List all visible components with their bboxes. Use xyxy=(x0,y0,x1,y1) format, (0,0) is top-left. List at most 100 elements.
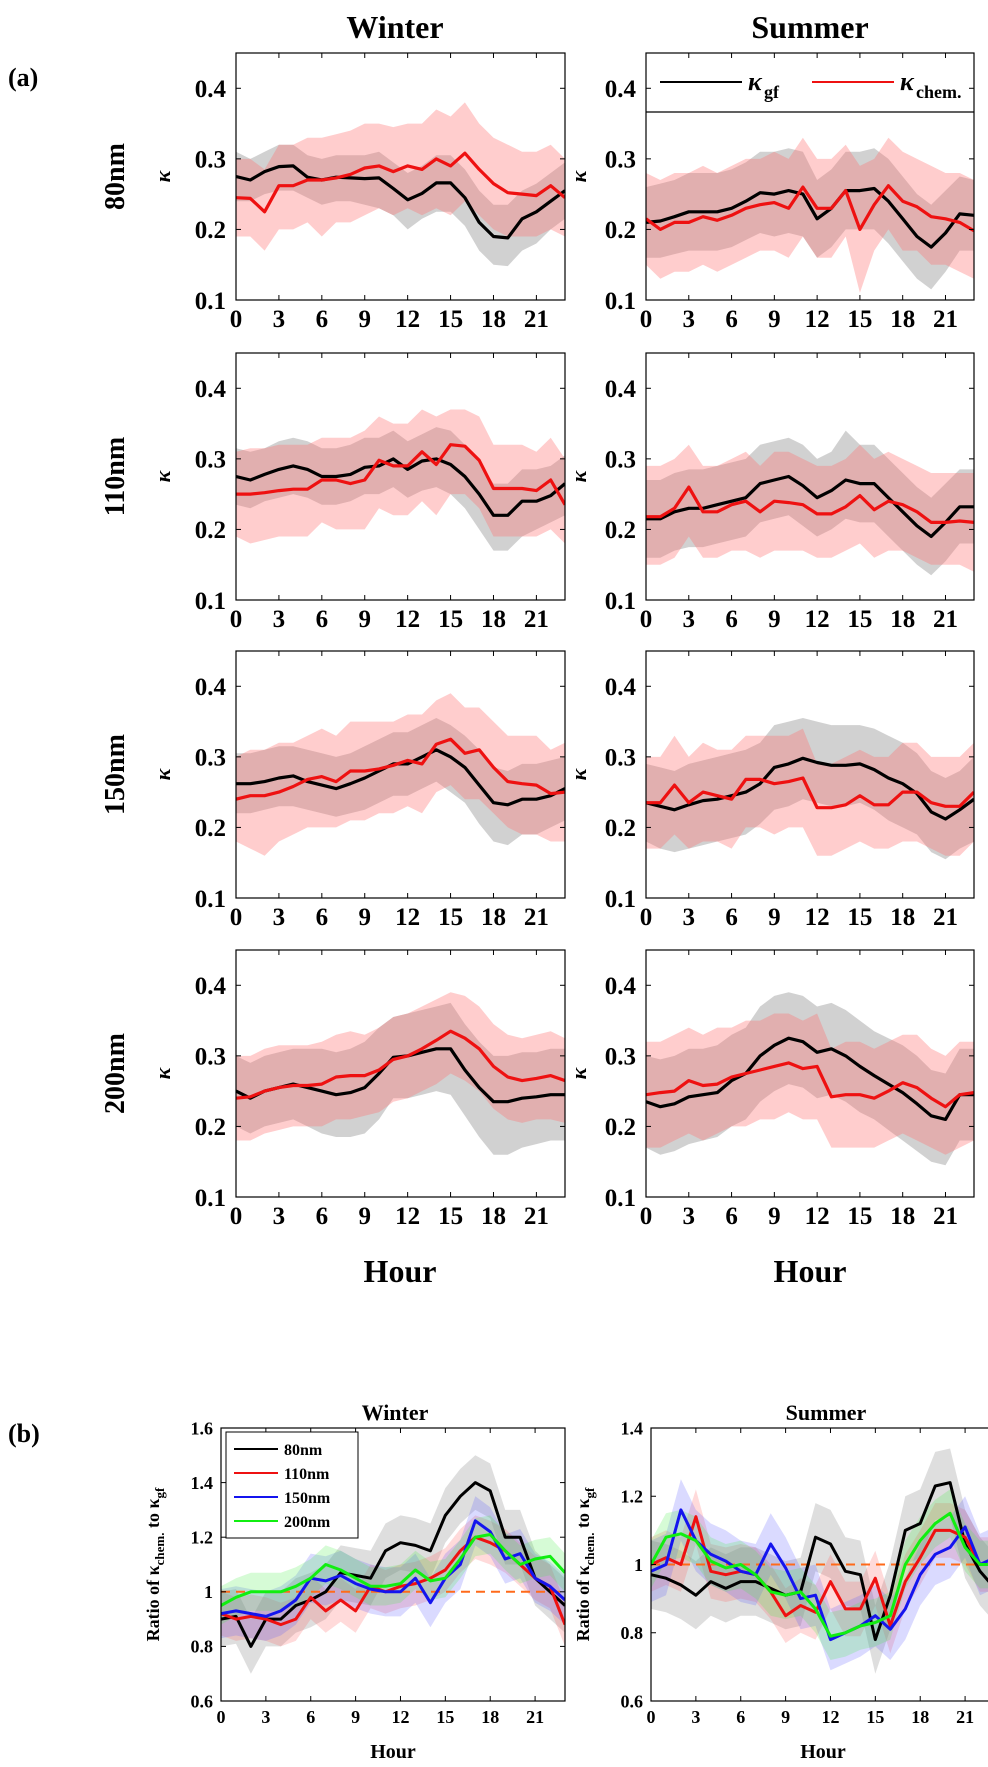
y-tick-label-a-summer-150nm: 0.2 xyxy=(605,815,636,842)
row-label-150nm: 150nm xyxy=(100,734,131,815)
b-ylabel-part-0: Ratio of κ xyxy=(573,1565,593,1641)
band-a-winter-110nm-s1 xyxy=(236,409,565,544)
x-tick-label-b-summer: 0 xyxy=(647,1707,656,1727)
line-a-winter-200nm-s1 xyxy=(236,1029,565,1100)
x-tick-label-a-winter-80nm: 6 xyxy=(316,306,329,333)
plot-a-summer-150nm xyxy=(646,718,974,860)
x-tick-label-a-winter-110nm: 6 xyxy=(316,606,329,633)
legend-a-sub-0: gf xyxy=(764,82,780,102)
axes-frame-a-summer-110nm xyxy=(645,352,975,601)
line-a-summer-150nm-s0 xyxy=(646,756,974,821)
y-tick-label-a-summer-150nm: 0.1 xyxy=(605,886,636,913)
x-tick-label-b-summer: 15 xyxy=(866,1707,884,1727)
y-tick-label-b-winter: 1.2 xyxy=(191,1528,214,1548)
axes-frame-a-winter-150nm xyxy=(235,650,566,899)
x-tick-label-a-winter-150nm: 0 xyxy=(230,904,243,931)
panel-b-label: (b) xyxy=(8,1419,40,1448)
band-b-winter-s0 xyxy=(221,1455,565,1674)
plot-b-winter xyxy=(221,1455,565,1674)
b-ylabel-winter: Ratio of κchem. to κgf xyxy=(143,1487,167,1641)
x-tick-label-a-summer-200nm: 6 xyxy=(725,1203,738,1230)
x-tick-label-a-summer-200nm: 21 xyxy=(933,1203,958,1230)
b-ylabel-part-0: Ratio of κ xyxy=(143,1565,163,1641)
x-tick-label-a-summer-150nm: 12 xyxy=(805,904,830,931)
y-tick-label-a-summer-80nm: 0.3 xyxy=(605,147,636,174)
y-tick-label-a-summer-150nm: 0.4 xyxy=(605,674,637,701)
x-tick-label-a-winter-80nm: 21 xyxy=(524,306,549,333)
band-a-summer-200nm-s0 xyxy=(646,992,974,1166)
x-tick-label-a-summer-200nm: 3 xyxy=(683,1203,696,1230)
x-tick-label-b-winter: 6 xyxy=(306,1707,315,1727)
y-tick-label-a-summer-110nm: 0.1 xyxy=(605,588,636,615)
x-tick-label-a-winter-110nm: 3 xyxy=(273,606,286,633)
y-axis-label-80nm: κ xyxy=(150,169,175,182)
line-a-winter-150nm-s1 xyxy=(236,737,565,801)
b-ylabel-part-1: chem. xyxy=(582,1533,597,1566)
axes-frame-a-summer-200nm xyxy=(645,949,975,1198)
y-tick-label-b-summer: 1 xyxy=(634,1555,643,1575)
x-tick-label-a-summer-200nm: 0 xyxy=(640,1203,653,1230)
x-tick-label-a-winter-200nm: 12 xyxy=(395,1203,420,1230)
x-tick-label-a-winter-200nm: 0 xyxy=(230,1203,243,1230)
band-b-summer-s2 xyxy=(651,1479,988,1671)
x-tick-label-a-summer-200nm: 12 xyxy=(805,1203,830,1230)
y-tick-label-a-summer-200nm: 0.1 xyxy=(605,1185,636,1212)
col-title-winter: Winter xyxy=(346,9,443,45)
plot-area: 0 3 6 9 12 15 18 21 0.1 0.2 0.3 0.4 80nm κ 0 3 6 9 12 15 18 2… xyxy=(100,52,988,1763)
x-tick-label-a-winter-200nm: 6 xyxy=(316,1203,329,1230)
y-tick-label-a-winter-80nm: 0.4 xyxy=(195,76,227,103)
y-tick-label-a-summer-80nm: 0.4 xyxy=(605,76,637,103)
x-tick-label-a-winter-200nm: 9 xyxy=(358,1203,371,1230)
line-a-summer-200nm-s0 xyxy=(646,1036,974,1122)
x-tick-label-a-summer-80nm: 18 xyxy=(890,306,915,333)
x-tick-label-b-winter: 3 xyxy=(261,1707,270,1727)
x-tick-label-a-winter-110nm: 9 xyxy=(358,606,371,633)
b-ylabel-part-2: to κ xyxy=(143,1499,163,1533)
x-tick-label-a-summer-200nm: 18 xyxy=(890,1203,915,1230)
x-tick-label-a-winter-110nm: 18 xyxy=(481,606,506,633)
line-a-winter-110nm-s1 xyxy=(236,443,565,506)
plot-a-winter-150nm xyxy=(236,693,565,856)
x-tick-label-a-summer-80nm: 6 xyxy=(725,306,738,333)
band-b-summer-s0 xyxy=(651,1448,988,1674)
x-tick-label-b-winter: 12 xyxy=(391,1707,409,1727)
y-tick-label-b-winter: 1.6 xyxy=(191,1418,214,1438)
line-a-summer-80nm-s1 xyxy=(646,184,974,233)
y-axis-label-summer-200nm: κ xyxy=(566,1066,591,1079)
b-title-winter: Winter xyxy=(362,1400,429,1425)
x-tick-label-a-summer-110nm: 0 xyxy=(640,606,653,633)
y-tick-label-b-winter: 0.8 xyxy=(191,1637,214,1657)
line-a-summer-150nm-s1 xyxy=(646,776,974,810)
x-tick-label-b-summer: 3 xyxy=(691,1707,700,1727)
y-tick-label-a-summer-80nm: 0.1 xyxy=(605,288,636,315)
legend-b-label-1: 110nm xyxy=(284,1466,330,1483)
x-tick-label-b-winter: 0 xyxy=(217,1707,226,1727)
x-tick-label-a-summer-80nm: 12 xyxy=(805,306,830,333)
x-tick-label-b-summer: 18 xyxy=(911,1707,929,1727)
axes-frame-a-summer-80nm xyxy=(645,52,975,301)
line-a-summer-200nm-s1 xyxy=(646,1061,974,1109)
line-a-summer-80nm-s0 xyxy=(646,186,974,249)
x-tick-label-a-summer-150nm: 21 xyxy=(933,904,958,931)
band-a-winter-150nm-s1 xyxy=(236,693,565,856)
b-xlabel-winter: Hour xyxy=(370,1741,416,1763)
x-tick-label-a-summer-80nm: 15 xyxy=(847,306,872,333)
x-tick-label-a-summer-110nm: 15 xyxy=(847,606,872,633)
x-tick-label-b-summer: 12 xyxy=(821,1707,839,1727)
x-tick-label-a-summer-110nm: 3 xyxy=(683,606,696,633)
x-tick-label-a-summer-110nm: 21 xyxy=(933,606,958,633)
b-ylabel-part-2: to κ xyxy=(573,1499,593,1533)
y-tick-label-a-summer-200nm: 0.4 xyxy=(605,973,637,1000)
x-tick-label-a-winter-80nm: 9 xyxy=(358,306,371,333)
y-tick-label-a-winter-110nm: 0.2 xyxy=(195,517,226,544)
x-tick-label-a-winter-200nm: 21 xyxy=(524,1203,549,1230)
x-tick-label-a-winter-150nm: 15 xyxy=(438,904,463,931)
b-ylabel-part-3: gf xyxy=(152,1487,167,1499)
b-ylabel-part-3: gf xyxy=(582,1487,597,1499)
x-tick-label-a-summer-110nm: 18 xyxy=(890,606,915,633)
x-tick-label-a-winter-150nm: 21 xyxy=(524,904,549,931)
x-tick-label-a-summer-150nm: 18 xyxy=(890,904,915,931)
y-tick-label-a-winter-200nm: 0.1 xyxy=(195,1185,226,1212)
y-tick-label-a-winter-200nm: 0.4 xyxy=(195,973,227,1000)
